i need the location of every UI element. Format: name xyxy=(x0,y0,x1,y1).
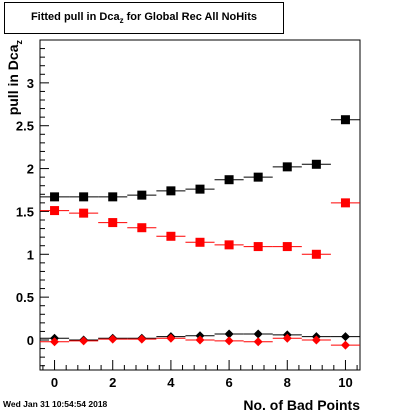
series-0-point xyxy=(166,186,176,196)
series-0-point xyxy=(79,192,89,202)
series-0-point xyxy=(340,115,350,125)
x-tick-label: 0 xyxy=(51,375,58,390)
series-3-point xyxy=(50,337,60,347)
series-3-point xyxy=(340,340,350,350)
series-1-point xyxy=(195,237,205,247)
x-tick-label: 10 xyxy=(338,375,352,390)
series-0-point xyxy=(253,172,263,182)
y-tick-label: 0.5 xyxy=(16,290,34,305)
plot-frame xyxy=(39,39,361,371)
series-1-point xyxy=(224,240,234,250)
y-tick-label: 3 xyxy=(27,76,34,91)
y-tick-label: 1 xyxy=(27,247,34,262)
series-1-point xyxy=(166,231,176,241)
series-1-point xyxy=(108,218,118,228)
series-1-point xyxy=(137,223,147,233)
series-0-point xyxy=(224,175,234,185)
x-tick-label: 2 xyxy=(109,375,116,390)
series-3-point xyxy=(311,335,321,345)
series-0-point xyxy=(311,159,321,169)
series-3-point xyxy=(224,336,234,346)
chart-title-box: Fitted pull in Dcaz for Global Rec All N… xyxy=(4,2,284,34)
y-tick-label: 1.5 xyxy=(16,204,34,219)
chart-title: Fitted pull in Dcaz for Global Rec All N… xyxy=(30,10,258,26)
series-1-point xyxy=(50,206,60,216)
x-tick-label: 6 xyxy=(225,375,232,390)
series-1-point xyxy=(311,249,321,259)
data-marks xyxy=(40,115,360,350)
series-0-point xyxy=(108,192,118,202)
y-tick-label: 2 xyxy=(27,162,34,177)
series-0-point xyxy=(137,190,147,200)
series-1-point xyxy=(282,242,292,252)
series-2-point xyxy=(253,329,263,339)
series-3-point xyxy=(253,337,263,347)
series-0-point xyxy=(50,192,60,202)
series-3-point xyxy=(137,334,147,344)
x-tick-label: 8 xyxy=(284,375,291,390)
series-1-point xyxy=(340,198,350,208)
series-0-point xyxy=(282,162,292,172)
series-1-point xyxy=(79,208,89,218)
timestamp: Wed Jan 31 10:54:54 2018 xyxy=(3,399,108,409)
series-2-point xyxy=(340,332,350,342)
series-3-point xyxy=(195,335,205,345)
series-3-point xyxy=(166,333,176,343)
series-0-point xyxy=(195,184,205,194)
series-2-point xyxy=(224,329,234,339)
series-1-point xyxy=(253,242,263,252)
y-axis-title: pull in Dcaz xyxy=(5,40,24,116)
axes: 0 0.5 1 1.5 2 2.5 3 0 2 4 6 8 10 xyxy=(16,39,358,390)
series-3-point xyxy=(108,334,118,344)
x-tick-label: 4 xyxy=(167,375,175,390)
y-tick-label: 2.5 xyxy=(16,119,34,134)
series-3-point xyxy=(282,333,292,343)
x-axis-title: No. of Bad Points xyxy=(243,397,360,413)
y-tick-label: 0 xyxy=(27,333,34,348)
series-3-point xyxy=(79,336,89,346)
